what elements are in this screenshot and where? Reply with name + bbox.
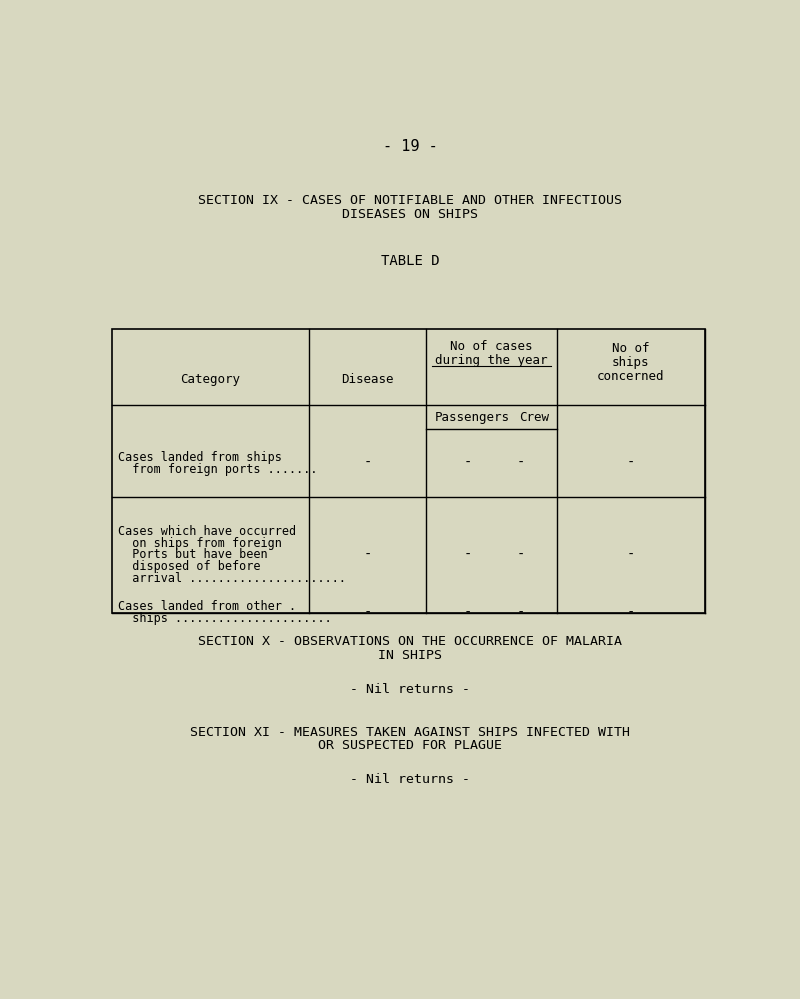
Text: Cases landed from ships: Cases landed from ships <box>118 451 282 464</box>
Text: Disease: Disease <box>341 373 394 386</box>
Text: - Nil returns -: - Nil returns - <box>350 773 470 786</box>
Text: DISEASES ON SHIPS: DISEASES ON SHIPS <box>342 208 478 221</box>
Text: No of cases: No of cases <box>450 340 533 353</box>
Text: -: - <box>363 547 371 561</box>
Text: Crew: Crew <box>519 411 550 424</box>
Text: ships ......................: ships ...................... <box>118 612 331 625</box>
Text: SECTION IX - CASES OF NOTIFIABLE AND OTHER INFECTIOUS: SECTION IX - CASES OF NOTIFIABLE AND OTH… <box>198 194 622 207</box>
Text: IN SHIPS: IN SHIPS <box>378 649 442 662</box>
Text: Passengers: Passengers <box>435 411 510 424</box>
Text: arrival ......................: arrival ...................... <box>118 571 346 584</box>
Text: -: - <box>516 547 525 561</box>
Text: -: - <box>463 547 472 561</box>
Bar <box>112 330 705 612</box>
Text: -: - <box>626 547 635 561</box>
Text: concerned: concerned <box>597 370 665 383</box>
Text: Cases which have occurred: Cases which have occurred <box>118 525 296 538</box>
Text: ships: ships <box>612 356 650 369</box>
Text: No of: No of <box>612 342 650 355</box>
Text: from foreign ports .......: from foreign ports ....... <box>118 463 318 476</box>
Text: -: - <box>463 605 472 619</box>
Text: Cases landed from other .: Cases landed from other . <box>118 600 296 613</box>
Text: -: - <box>626 605 635 619</box>
Text: Category: Category <box>181 373 241 386</box>
Text: -: - <box>363 605 371 619</box>
Text: disposed of before: disposed of before <box>118 560 260 573</box>
Text: -: - <box>463 457 472 471</box>
Text: - Nil returns -: - Nil returns - <box>350 683 470 696</box>
Text: SECTION XI - MEASURES TAKEN AGAINST SHIPS INFECTED WITH: SECTION XI - MEASURES TAKEN AGAINST SHIP… <box>190 725 630 738</box>
Text: -: - <box>626 457 635 471</box>
Text: SECTION X - OBSERVATIONS ON THE OCCURRENCE OF MALARIA: SECTION X - OBSERVATIONS ON THE OCCURREN… <box>198 635 622 648</box>
Text: TABLE D: TABLE D <box>381 254 439 268</box>
Text: -: - <box>516 457 525 471</box>
Text: - 19 -: - 19 - <box>382 139 438 154</box>
Text: OR SUSPECTED FOR PLAGUE: OR SUSPECTED FOR PLAGUE <box>318 739 502 752</box>
Text: -: - <box>363 457 371 471</box>
Text: -: - <box>516 605 525 619</box>
Text: Ports but have been: Ports but have been <box>118 548 267 561</box>
Text: during the year: during the year <box>435 354 548 367</box>
Text: on ships from foreign: on ships from foreign <box>118 536 282 549</box>
